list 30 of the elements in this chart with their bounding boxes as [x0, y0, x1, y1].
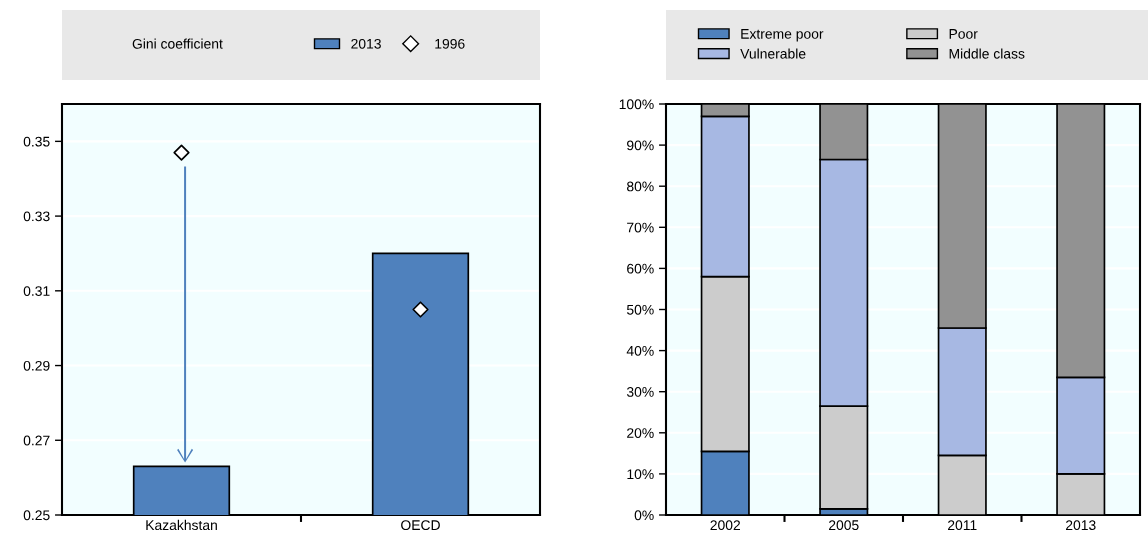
- legend-label: 1996: [435, 38, 465, 49]
- y-tick-label: 0.31: [23, 286, 50, 296]
- y-tick-label: 0.33: [23, 211, 50, 222]
- y-tick-label: 60%: [627, 263, 654, 274]
- legend-label: Poor: [949, 29, 978, 39]
- legend-label: Middle class: [949, 48, 1025, 59]
- y-tick-label: 0.27: [23, 435, 50, 446]
- x-tick-label: 2013: [1066, 520, 1096, 531]
- y-tick-label: 80%: [627, 181, 654, 192]
- y-tick-label: 90%: [627, 140, 654, 151]
- y-tick-label: 0.35: [23, 136, 50, 147]
- x-tick-label: 2011: [948, 520, 977, 531]
- x-tick-label: 2005: [829, 520, 859, 531]
- y-tick-label: 70%: [627, 222, 654, 233]
- y-tick-label: 0%: [634, 510, 654, 521]
- y-tick-label: 10%: [627, 469, 654, 480]
- y-tick-label: 0.25: [23, 510, 50, 521]
- x-tick-label: 2002: [710, 520, 740, 531]
- y-tick-label: 100%: [619, 99, 654, 110]
- x-tick-label: OECD: [401, 520, 440, 531]
- y-tick-label: 50%: [626, 304, 654, 315]
- legend-label: Vulnerable: [740, 48, 806, 59]
- x-tick-label: Kazakhstan: [146, 519, 217, 531]
- y-tick-label: 0.29: [23, 360, 50, 371]
- y-tick-label: 20%: [627, 428, 654, 438]
- y-tick-label: 40%: [626, 345, 654, 356]
- legend-label: Extreme poor: [741, 29, 824, 42]
- y-tick-label: 30%: [626, 387, 654, 397]
- legend-label: 2013: [351, 38, 381, 49]
- legend-title: Gini coefficient: [132, 38, 223, 49]
